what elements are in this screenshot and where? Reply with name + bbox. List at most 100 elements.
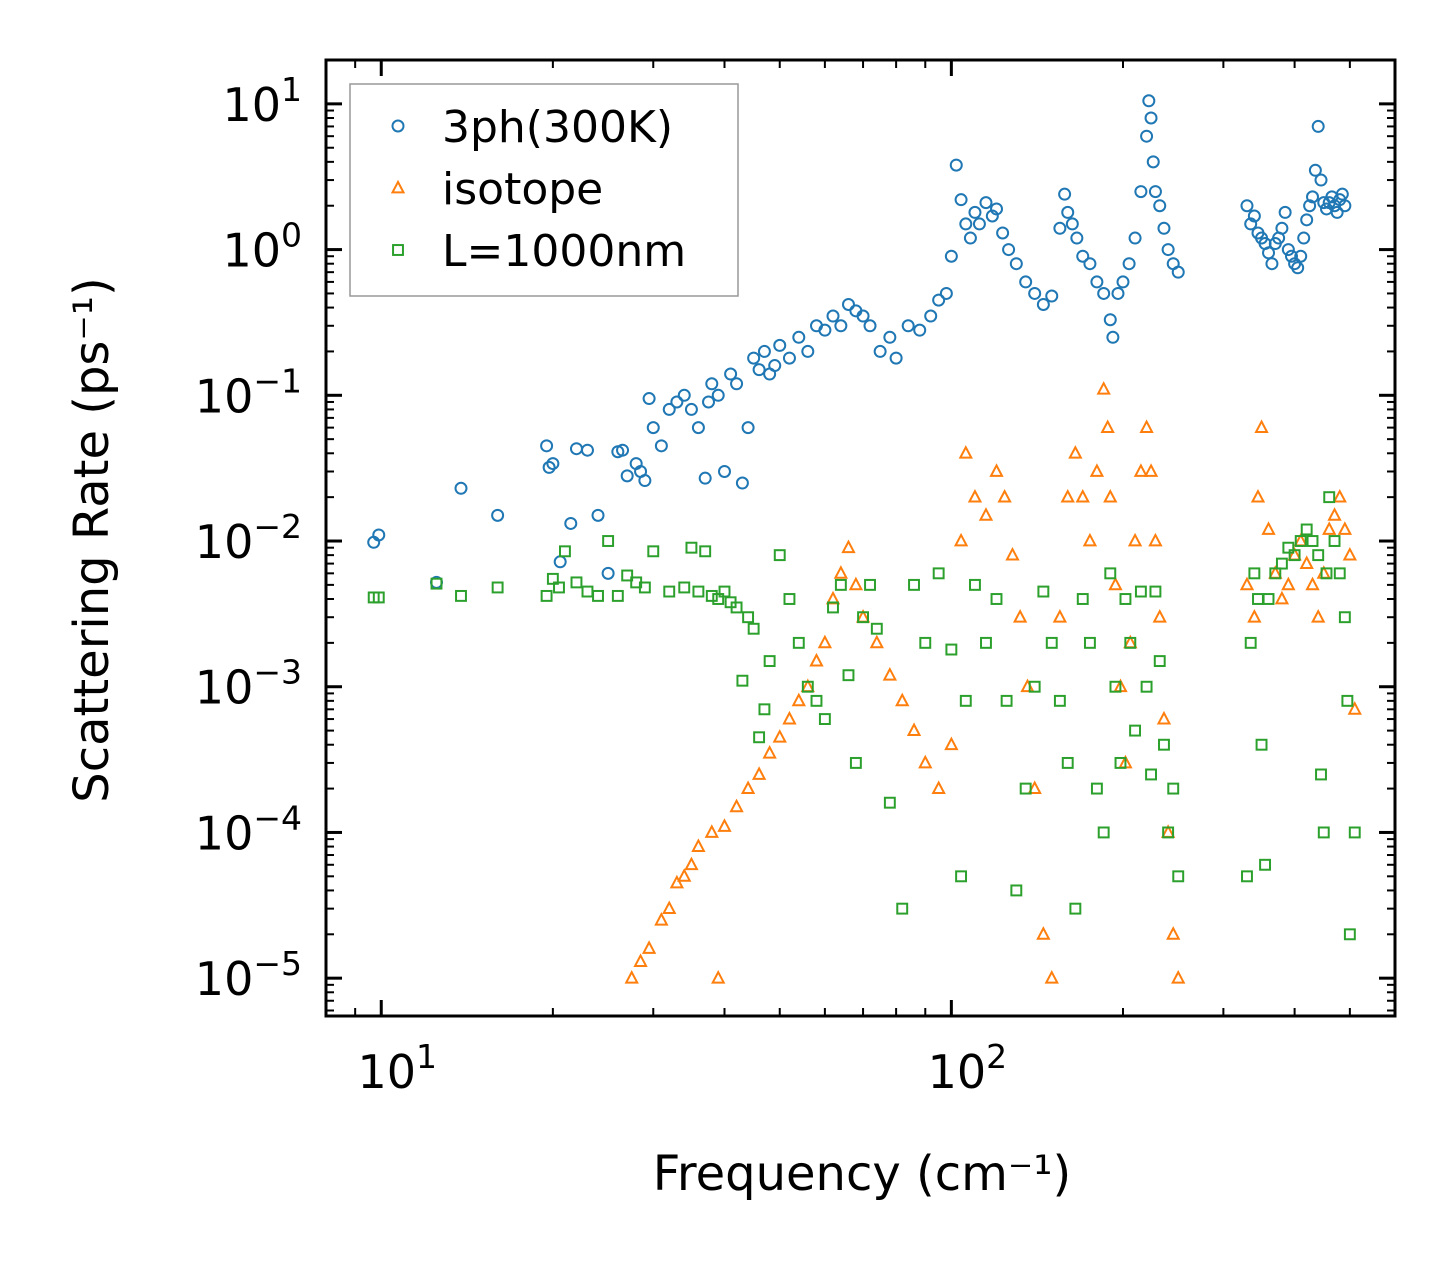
data-point: [901, 319, 915, 333]
legend-marker: [390, 179, 406, 194]
data-point: [1111, 286, 1125, 300]
data-point: [791, 692, 806, 707]
data-point: [646, 421, 660, 435]
data-point: [372, 528, 386, 542]
data-point: [1027, 780, 1042, 794]
data-point: [1012, 609, 1028, 623]
tick-exponent: −1: [253, 361, 302, 400]
data-point: [1153, 655, 1166, 668]
data-point: [1028, 680, 1041, 693]
data-point: [1244, 636, 1257, 649]
data-point: [919, 636, 932, 649]
data-point: [1053, 221, 1067, 235]
data-point: [1083, 636, 1096, 649]
data-point: [1124, 636, 1137, 649]
data-point: [638, 474, 652, 488]
data-point: [1108, 576, 1123, 591]
data-point: [1140, 680, 1153, 693]
data-point: [491, 508, 505, 522]
data-point: [863, 319, 877, 333]
data-point: [705, 589, 718, 602]
series-triangle: [624, 381, 1362, 984]
data-point: [1060, 488, 1075, 503]
data-point: [985, 209, 999, 223]
data-point: [1297, 231, 1311, 245]
data-point: [729, 798, 744, 813]
data-point: [580, 443, 594, 457]
data-point: [1275, 557, 1288, 570]
data-point: [711, 388, 725, 402]
data-point: [747, 351, 761, 365]
data-point: [1143, 463, 1159, 477]
data-point: [699, 545, 712, 558]
data-point: [1142, 94, 1156, 108]
data-point: [1065, 217, 1079, 231]
data-point: [1327, 507, 1342, 521]
data-point: [1317, 826, 1330, 839]
data-point: [889, 351, 903, 365]
data-point: [742, 611, 755, 624]
data-point: [1002, 243, 1016, 257]
data-point: [1342, 546, 1358, 561]
data-point: [773, 338, 787, 352]
data-point: [455, 589, 467, 602]
data-point: [1069, 902, 1082, 915]
data-point: [698, 471, 712, 485]
data-point: [642, 392, 656, 406]
data-point: [1019, 275, 1033, 289]
data-point: [717, 818, 732, 832]
data-point: [553, 555, 567, 569]
data-point: [1167, 782, 1180, 795]
data-point: [826, 309, 840, 323]
data-point: [1005, 546, 1020, 561]
data-point: [1045, 289, 1059, 303]
data-point: [1332, 488, 1347, 503]
data-point: [1146, 155, 1160, 169]
data-point: [1241, 870, 1253, 883]
data-point: [873, 344, 887, 358]
data-point: [540, 589, 553, 602]
data-point: [1288, 549, 1301, 562]
data-point: [546, 457, 560, 471]
data-point: [818, 323, 832, 337]
data-point: [662, 402, 676, 416]
data-point: [801, 344, 815, 358]
legend-box: [349, 83, 739, 297]
data-point: [763, 655, 776, 668]
data-point: [978, 507, 994, 521]
data-point: [747, 622, 760, 635]
tick-base: 10: [928, 1045, 987, 1099]
data-point: [979, 196, 993, 210]
data-point: [702, 395, 716, 409]
data-point: [620, 469, 634, 483]
data-point: [908, 578, 920, 591]
data-point: [969, 578, 981, 591]
data-point: [1096, 381, 1111, 395]
data-point: [633, 953, 648, 967]
data-point: [1335, 187, 1349, 201]
data-point: [848, 576, 864, 591]
data-point: [1144, 111, 1158, 125]
data-point: [663, 585, 676, 598]
data-point: [841, 539, 856, 554]
data-point: [864, 578, 876, 591]
y-tick-label: 10−5: [195, 944, 302, 1006]
data-point: [783, 593, 796, 605]
data-point: [372, 591, 385, 604]
data-point: [1247, 209, 1261, 223]
data-point: [717, 464, 731, 478]
data-point: [955, 870, 968, 883]
data-point: [834, 319, 848, 333]
data-point: [792, 636, 805, 649]
y-tick-label: 10−4: [195, 798, 302, 860]
data-point: [1261, 521, 1276, 535]
data-point: [718, 585, 731, 598]
data-point: [1106, 330, 1120, 344]
data-point: [1172, 870, 1185, 883]
data-point: [1070, 231, 1084, 245]
data-point: [1248, 567, 1261, 580]
data-point: [997, 488, 1012, 503]
data-point: [602, 535, 615, 547]
data-point: [1300, 213, 1314, 227]
data-point: [792, 330, 806, 344]
